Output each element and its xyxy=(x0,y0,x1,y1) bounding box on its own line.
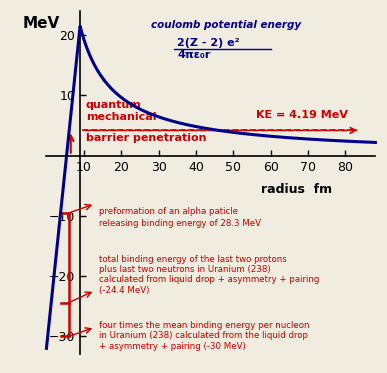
Text: 2(Z - 2) e²: 2(Z - 2) e² xyxy=(177,38,240,48)
Text: barrier penetration: barrier penetration xyxy=(86,133,206,142)
Text: (-24.4 MeV): (-24.4 MeV) xyxy=(99,286,149,295)
Text: KE = 4.19 MeV: KE = 4.19 MeV xyxy=(256,110,348,120)
Text: plus last two neutrons in Uranium (238): plus last two neutrons in Uranium (238) xyxy=(99,265,271,274)
Text: calculated from liquid drop + asymmetry + pairing: calculated from liquid drop + asymmetry … xyxy=(99,276,319,285)
Text: releasing binding energy of 28.3 MeV: releasing binding energy of 28.3 MeV xyxy=(99,219,261,228)
Text: MeV: MeV xyxy=(22,16,60,31)
Text: coulomb potential energy: coulomb potential energy xyxy=(151,20,301,30)
Text: in Uranium (238) calculated from the liquid drop: in Uranium (238) calculated from the liq… xyxy=(99,332,308,341)
Text: total binding energy of the last two protons: total binding energy of the last two pro… xyxy=(99,255,286,264)
Text: quantum: quantum xyxy=(86,100,141,110)
Text: + asymmetry + pairing (-30 MeV): + asymmetry + pairing (-30 MeV) xyxy=(99,342,245,351)
Text: preformation of an alpha paticle: preformation of an alpha paticle xyxy=(99,207,238,216)
Text: four times the mean binding energy per nucleon: four times the mean binding energy per n… xyxy=(99,321,309,330)
Text: mechanical: mechanical xyxy=(86,112,156,122)
Text: radius  fm: radius fm xyxy=(261,183,332,196)
Text: 4πε₀r: 4πε₀r xyxy=(177,50,211,60)
